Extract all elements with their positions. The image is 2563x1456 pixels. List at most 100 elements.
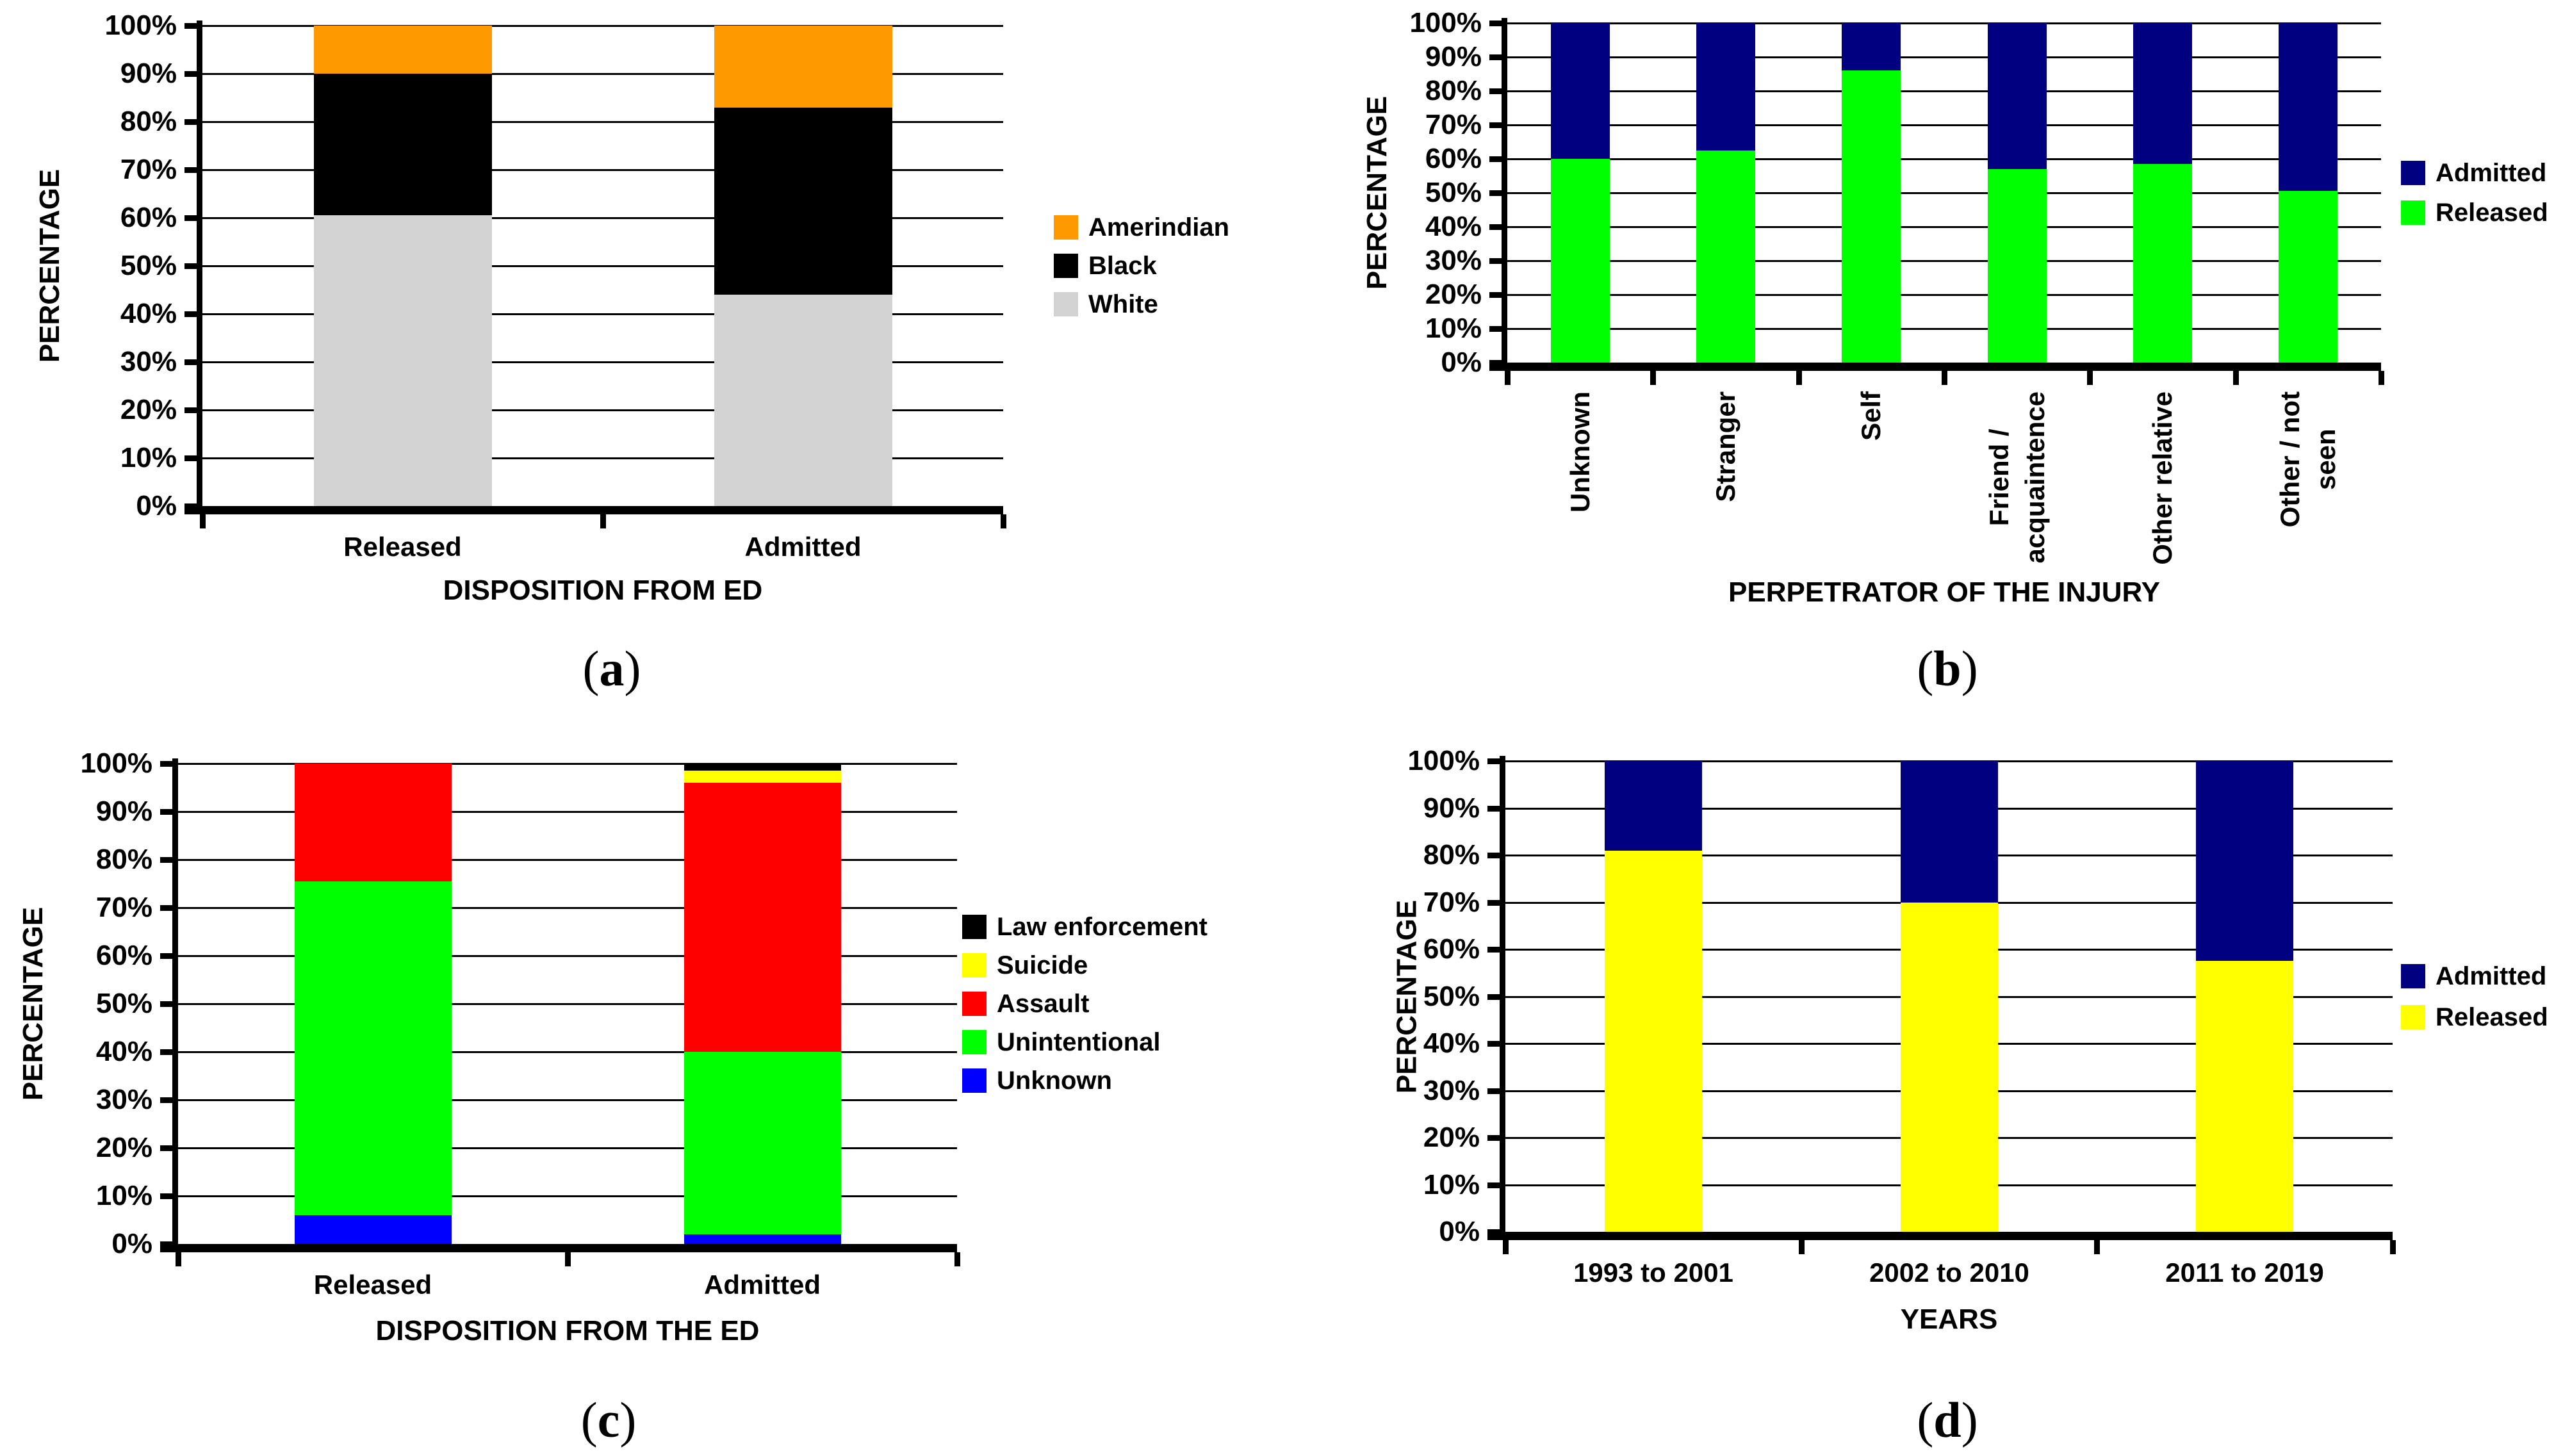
x-tick-mark — [565, 1252, 571, 1266]
y-tick-label: 90% — [95, 796, 152, 827]
gridline — [178, 907, 957, 909]
bar-segment-released-4 — [2133, 164, 2192, 363]
gridline — [1507, 328, 2381, 330]
bar-segment-released-0 — [1551, 159, 1610, 363]
y-tick-label: 0% — [1439, 1216, 1480, 1247]
y-tick-mark — [1489, 190, 1507, 196]
gridline — [178, 859, 957, 861]
y-tick-label: 10% — [1423, 1168, 1480, 1200]
y-tick-mark — [184, 359, 202, 365]
legend-label: Admitted — [2436, 158, 2547, 187]
y-tick-label: 10% — [1425, 313, 1482, 344]
y-tick-label: 0% — [1441, 347, 1482, 378]
y-axis-line — [1502, 18, 1507, 371]
legend-label: Law enforcement — [997, 912, 1208, 941]
x-tick-mark — [2094, 1240, 2100, 1254]
legend-label: Admitted — [2436, 961, 2547, 990]
gridline — [202, 73, 1003, 75]
gridline — [1507, 22, 2381, 24]
gridline — [1507, 192, 2381, 194]
y-tick-label: 10% — [95, 1180, 152, 1211]
legend-swatch-icon — [962, 1068, 987, 1093]
gridline — [202, 121, 1003, 123]
y-tick-label: 80% — [120, 106, 177, 137]
x-axis-line — [160, 1244, 957, 1252]
gridline — [178, 1051, 957, 1053]
gridline — [178, 1003, 957, 1005]
bar-segment-unintentional-0 — [295, 881, 452, 1215]
bar-segment-admitted-0 — [1551, 23, 1610, 159]
y-tick-mark — [1487, 899, 1505, 906]
legend-item: Admitted — [2401, 153, 2546, 193]
x-tick-mark — [1799, 1240, 1805, 1254]
y-tick-label: 90% — [120, 58, 177, 89]
panel-letter-char: c — [597, 1392, 620, 1448]
bar-segment-released-3 — [1988, 169, 2047, 363]
x-tick-mark — [1505, 371, 1511, 385]
y-tick-label: 80% — [1423, 839, 1480, 871]
legend-item: Released — [2401, 997, 2548, 1038]
y-tick-label: 70% — [120, 154, 177, 185]
gridline — [1507, 56, 2381, 58]
y-tick-mark — [1489, 326, 1507, 332]
y-tick-label: 40% — [95, 1036, 152, 1067]
bar-segment-suicide-1 — [684, 771, 841, 783]
bar-segment-assault-1 — [684, 783, 841, 1052]
y-tick-mark — [1489, 20, 1507, 26]
legend-label: White — [1088, 290, 1158, 318]
y-tick-mark — [184, 23, 202, 29]
gridline — [1505, 807, 2393, 810]
y-tick-mark — [160, 1097, 178, 1103]
gridline — [1505, 1043, 2393, 1045]
y-tick-mark — [1487, 1229, 1505, 1235]
y-tick-label: 70% — [1425, 109, 1482, 140]
panel-letter-paren: ) — [624, 641, 641, 696]
y-tick-mark — [1489, 122, 1507, 128]
y-tick-mark — [184, 167, 202, 173]
y-axis-title: PERCENTAGE — [34, 168, 65, 363]
y-tick-mark — [1489, 54, 1507, 60]
y-tick-label: 100% — [80, 748, 152, 779]
bar-segment-admitted-2 — [1842, 23, 1901, 70]
y-tick-label: 40% — [1425, 211, 1482, 242]
x-category-label: Admitted — [704, 1270, 821, 1300]
y-tick-label: 60% — [120, 202, 177, 233]
legend-item: Unknown — [962, 1061, 1112, 1100]
panel-letter-paren: ( — [580, 1392, 598, 1448]
y-tick-mark — [160, 1145, 178, 1151]
x-tick-mark — [1650, 371, 1656, 385]
gridline — [1505, 1184, 2393, 1186]
y-tick-label: 10% — [120, 442, 177, 473]
legend-label: Black — [1088, 251, 1157, 280]
y-tick-label: 100% — [104, 10, 177, 41]
legend-item: Suicide — [962, 946, 1088, 985]
gridline — [202, 409, 1003, 411]
y-tick-mark — [184, 119, 202, 125]
gridline — [1505, 1090, 2393, 1092]
panel-letter: (c) — [512, 1395, 705, 1445]
x-category-label: Admitted — [744, 532, 862, 562]
x-category-label: Self — [1856, 391, 1886, 441]
gridline — [1507, 226, 2381, 228]
gridline — [202, 265, 1003, 267]
legend-label: Suicide — [997, 951, 1088, 979]
x-category-label: 2011 to 2019 — [2165, 1257, 2324, 1288]
y-tick-mark — [1489, 88, 1507, 94]
legend-label: Amerindian — [1088, 213, 1230, 241]
y-tick-mark — [160, 1193, 178, 1199]
y-axis-title: PERCENTAGE — [17, 906, 49, 1101]
y-axis-title: PERCENTAGE — [1361, 95, 1393, 290]
y-tick-mark — [1487, 758, 1505, 764]
x-category-label: 1993 to 2001 — [1573, 1257, 1733, 1288]
legend-swatch-icon — [2401, 964, 2425, 988]
bar-segment-white-1 — [714, 295, 892, 506]
legend-label: Released — [2436, 198, 2548, 227]
y-tick-label: 40% — [1423, 1027, 1480, 1059]
y-tick-mark — [184, 455, 202, 461]
y-tick-label: 70% — [95, 892, 152, 923]
